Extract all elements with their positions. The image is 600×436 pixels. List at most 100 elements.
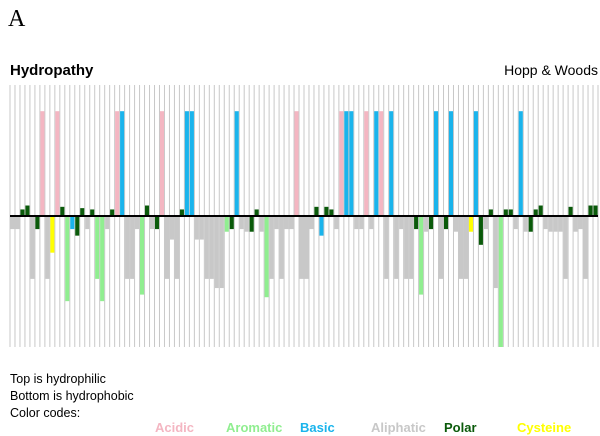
bar-aliphatic bbox=[244, 216, 249, 232]
bar-aliphatic bbox=[174, 216, 179, 279]
bar-basic bbox=[389, 111, 394, 216]
bar-polar bbox=[80, 208, 85, 216]
bar-aliphatic bbox=[359, 216, 364, 230]
bar-aliphatic bbox=[453, 216, 459, 232]
bar-aliphatic bbox=[384, 216, 389, 279]
caption-color-codes: Color codes: bbox=[10, 406, 81, 420]
bar-polar bbox=[254, 209, 259, 216]
bar-acidic bbox=[364, 111, 369, 216]
bar-acidic bbox=[115, 111, 120, 216]
bar-aliphatic bbox=[548, 216, 553, 232]
bar-polar bbox=[528, 216, 533, 232]
bar-basic bbox=[344, 111, 349, 216]
bar-aliphatic bbox=[438, 216, 444, 279]
caption-hydrophobic: Bottom is hydrophobic bbox=[10, 389, 134, 403]
bar-aliphatic bbox=[563, 216, 568, 279]
bar-aliphatic bbox=[369, 216, 374, 230]
bar-basic bbox=[184, 111, 189, 216]
bar-aromatic bbox=[498, 216, 503, 347]
bar-polar bbox=[503, 209, 508, 216]
bar-aliphatic bbox=[578, 216, 583, 230]
bar-aliphatic bbox=[164, 216, 170, 279]
bar-aliphatic bbox=[309, 216, 314, 230]
bar-polar bbox=[443, 216, 449, 230]
bar-acidic bbox=[40, 111, 45, 216]
bar-polar bbox=[314, 206, 319, 216]
bar-basic bbox=[473, 111, 478, 216]
bar-aliphatic bbox=[15, 216, 20, 230]
bar-basic bbox=[189, 111, 194, 216]
caption-hydrophilic: Top is hydrophilic bbox=[10, 372, 106, 386]
bar-aliphatic bbox=[483, 216, 488, 230]
bar-aromatic bbox=[264, 216, 269, 298]
bar-aliphatic bbox=[553, 216, 558, 232]
bar-acidic bbox=[339, 111, 344, 216]
bar-basic bbox=[319, 216, 324, 236]
bar-polar bbox=[488, 209, 493, 216]
bar-aliphatic bbox=[284, 216, 289, 230]
bar-basic bbox=[434, 111, 439, 216]
chart-title: Hydropathy bbox=[10, 62, 94, 79]
bar-aliphatic bbox=[125, 216, 130, 279]
bar-aliphatic bbox=[219, 216, 224, 289]
bar-aliphatic bbox=[404, 216, 409, 279]
bar-basic bbox=[349, 111, 354, 216]
bar-aliphatic bbox=[493, 216, 498, 289]
bar-aliphatic bbox=[543, 216, 548, 230]
bar-aliphatic bbox=[199, 216, 204, 240]
bar-aromatic bbox=[224, 216, 229, 232]
bar-basic bbox=[518, 111, 523, 216]
bar-aliphatic bbox=[239, 216, 244, 230]
bar-aliphatic bbox=[209, 216, 214, 279]
bar-aliphatic bbox=[105, 216, 110, 230]
bar-aliphatic bbox=[274, 216, 279, 230]
bar-polar bbox=[568, 206, 573, 216]
bar-polar bbox=[533, 209, 538, 216]
bar-polar bbox=[229, 216, 234, 230]
bar-acidic bbox=[294, 111, 299, 216]
bar-aliphatic bbox=[214, 216, 219, 289]
legend-aromatic: Aromatic bbox=[226, 420, 283, 435]
bar-polar bbox=[329, 209, 334, 216]
bar-polar bbox=[478, 216, 483, 245]
bar-aliphatic bbox=[394, 216, 399, 279]
bar-aromatic bbox=[140, 216, 145, 295]
bar-polar bbox=[249, 216, 254, 232]
bar-aliphatic bbox=[573, 216, 578, 232]
bar-polar bbox=[429, 216, 434, 230]
bar-aliphatic bbox=[299, 216, 304, 279]
bar-aliphatic bbox=[204, 216, 209, 279]
bar-polar bbox=[154, 216, 160, 230]
bar-acidic bbox=[55, 111, 60, 216]
chart-method-label: Hopp & Woods bbox=[504, 62, 598, 78]
bar-aliphatic bbox=[10, 216, 15, 230]
legend-aliphatic: Aliphatic bbox=[371, 420, 426, 435]
bar-polar bbox=[414, 216, 419, 230]
bar-polar bbox=[179, 209, 184, 216]
bar-aliphatic bbox=[269, 216, 274, 279]
bar-aliphatic bbox=[558, 216, 563, 232]
bar-polar bbox=[25, 205, 30, 216]
bar-aliphatic bbox=[149, 216, 155, 230]
bar-basic bbox=[70, 216, 75, 230]
bar-aliphatic bbox=[458, 216, 464, 279]
bar-basic bbox=[234, 111, 239, 216]
bar-aliphatic bbox=[259, 216, 264, 232]
bar-polar bbox=[508, 209, 513, 216]
bar-aliphatic bbox=[354, 216, 359, 230]
bar-acidic bbox=[159, 111, 165, 216]
bar-polar bbox=[324, 206, 329, 216]
bar-aliphatic bbox=[409, 216, 414, 279]
bar-aliphatic bbox=[45, 216, 50, 279]
bar-polar bbox=[144, 205, 150, 216]
bar-aromatic bbox=[100, 216, 105, 302]
bar-basic bbox=[448, 111, 454, 216]
bar-aliphatic bbox=[279, 216, 284, 279]
bar-basic bbox=[374, 111, 379, 216]
bar-aliphatic bbox=[130, 216, 135, 279]
bar-aliphatic bbox=[304, 216, 309, 279]
bar-aliphatic bbox=[424, 216, 429, 232]
bar-acidic bbox=[379, 111, 384, 216]
bar-polar bbox=[60, 206, 65, 216]
bar-cysteine bbox=[468, 216, 473, 232]
